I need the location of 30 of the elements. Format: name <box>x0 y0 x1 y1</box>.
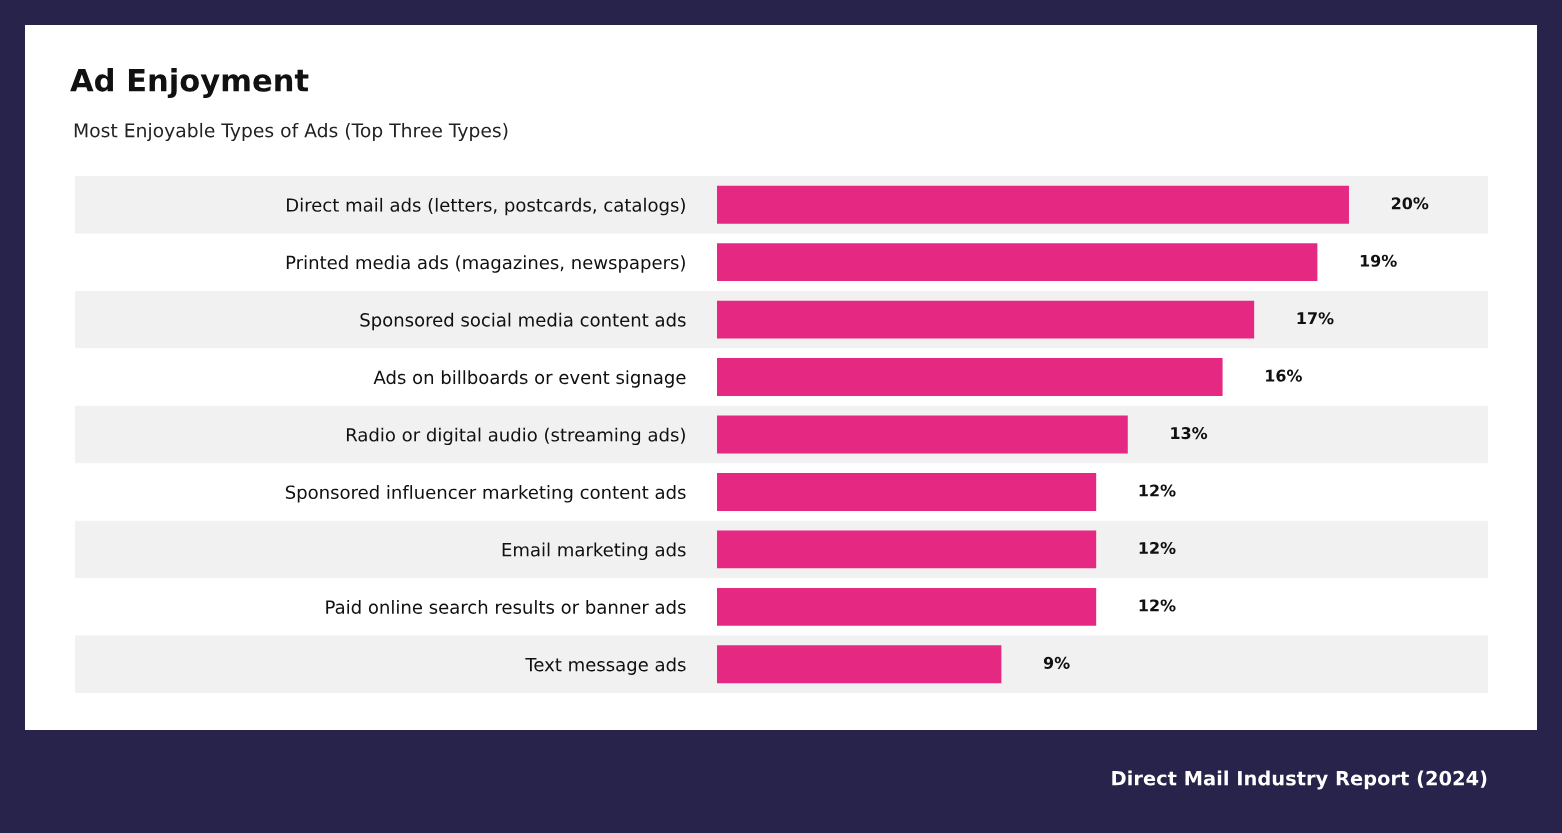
data-label: 9% <box>1043 656 1070 669</box>
data-label: 16% <box>1266 369 1302 382</box>
bar <box>717 530 1097 569</box>
bar <box>717 358 1223 397</box>
y-tick-label: Ads on billboards or event signage <box>373 370 686 388</box>
data-label: 20% <box>1391 197 1429 210</box>
data-label: 12% <box>1139 599 1176 612</box>
y-tick-label: Printed media ads (magazines, newspapers) <box>286 255 685 273</box>
y-tick-label: Paid online search results or banner ads <box>326 599 686 614</box>
data-label: 19% <box>1360 254 1397 267</box>
data-label: 13% <box>1171 427 1208 440</box>
bar <box>717 587 1097 626</box>
y-tick-label: Sponsored influencer marketing content ads <box>285 485 686 503</box>
y-tick-label: Email marketing ads <box>502 542 686 560</box>
bar <box>717 472 1097 511</box>
y-tick-label: Radio or digital audio (streaming ads) <box>346 427 685 446</box>
y-tick-label: Sponsored social media content ads <box>360 312 686 331</box>
bar <box>717 300 1255 339</box>
text: Direct Mail Industry Report (2024) <box>1112 770 1487 790</box>
y-tick-label: Direct mail ads (letters, postcards, catalogs) <box>287 197 685 216</box>
data-label: 12% <box>1139 484 1176 497</box>
y-tick-label: Text message ads <box>525 657 686 675</box>
data-label: 17% <box>1297 312 1334 325</box>
bar <box>717 415 1128 454</box>
text: Most Enjoyable Types of Ads (Top Three Types) <box>74 122 508 142</box>
bar <box>717 645 1002 684</box>
data-label: 12% <box>1139 541 1176 555</box>
bar <box>717 185 1349 224</box>
bar <box>717 243 1318 282</box>
text: Ad Enjoyment <box>70 68 309 98</box>
